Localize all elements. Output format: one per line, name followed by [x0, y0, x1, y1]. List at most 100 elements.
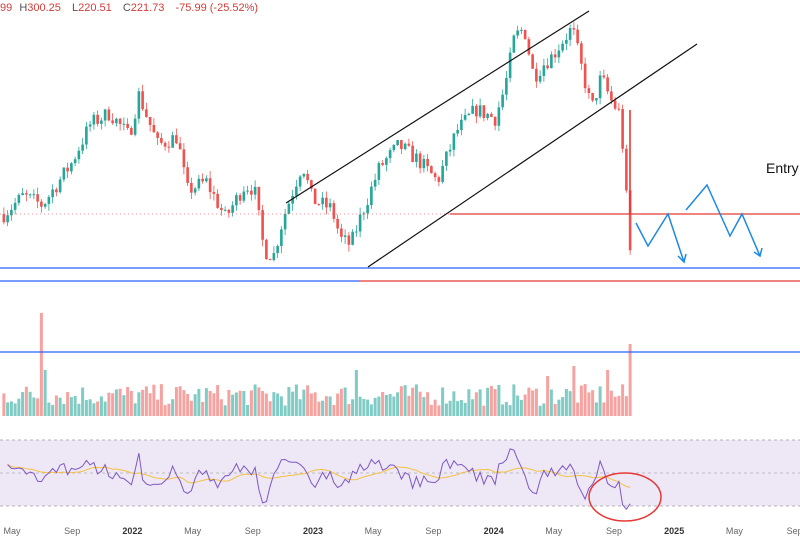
price-candle[interactable] [2, 207, 6, 225]
price-candle[interactable] [272, 246, 276, 262]
price-candle[interactable] [422, 155, 426, 173]
price-candle[interactable] [111, 113, 114, 125]
price-candle[interactable] [276, 244, 279, 258]
price-candle[interactable] [167, 141, 171, 153]
price-candle[interactable] [156, 130, 159, 145]
price-candle[interactable] [257, 186, 261, 216]
price-candle[interactable] [107, 106, 111, 122]
price-candle[interactable] [467, 112, 471, 116]
price-candle[interactable] [580, 40, 583, 70]
price-candle[interactable] [445, 151, 448, 171]
price-candle[interactable] [130, 126, 133, 136]
price-candle[interactable] [317, 203, 321, 206]
price-candle[interactable] [572, 22, 576, 36]
price-candle[interactable] [250, 185, 253, 201]
price-candle[interactable] [32, 189, 36, 199]
rsi-oversold-circle[interactable] [588, 472, 662, 522]
price-candle[interactable] [235, 192, 238, 211]
price-candle[interactable] [205, 175, 208, 183]
price-candle[interactable] [216, 189, 219, 209]
price-candle[interactable] [392, 144, 396, 153]
price-candle[interactable] [606, 74, 609, 95]
price-candle[interactable] [92, 111, 96, 130]
price-candle[interactable] [463, 108, 467, 122]
price-candle[interactable] [137, 87, 141, 124]
price-candle[interactable] [583, 57, 587, 93]
price-candle[interactable] [302, 173, 306, 179]
price-candle[interactable] [351, 229, 354, 246]
price-candle[interactable] [381, 160, 384, 167]
price-candle[interactable] [542, 58, 546, 82]
price-candle[interactable] [505, 70, 508, 101]
price-candle[interactable] [343, 229, 347, 245]
price-candle[interactable] [81, 138, 84, 154]
price-candle[interactable] [223, 206, 227, 212]
price-candle[interactable] [152, 118, 156, 133]
price-candle[interactable] [253, 180, 257, 200]
price-candle[interactable] [208, 171, 212, 200]
price-candle[interactable] [523, 29, 527, 40]
price-candle[interactable] [201, 173, 204, 184]
price-candle[interactable] [287, 200, 291, 215]
price-candle[interactable] [366, 198, 369, 220]
price-candle[interactable] [96, 110, 99, 127]
price-candle[interactable] [587, 84, 591, 99]
price-candle[interactable] [456, 124, 459, 137]
price-candle[interactable] [550, 51, 553, 69]
price-candle[interactable] [512, 34, 516, 54]
price-candle[interactable] [426, 153, 429, 172]
volume-pane[interactable] [0, 313, 800, 416]
price-candle[interactable] [145, 102, 148, 118]
price-pane[interactable] [2, 22, 632, 262]
price-candle[interactable] [21, 188, 24, 196]
price-candle[interactable] [625, 144, 628, 193]
price-candle[interactable] [482, 105, 486, 122]
price-candle[interactable] [310, 179, 313, 192]
price-candle[interactable] [171, 131, 174, 148]
price-candle[interactable] [576, 24, 579, 46]
rsi-line[interactable] [7, 448, 631, 511]
price-candle[interactable] [88, 120, 92, 132]
price-candle[interactable] [238, 193, 242, 205]
price-candle[interactable] [306, 169, 309, 184]
price-candle[interactable] [163, 141, 167, 151]
price-candle[interactable] [617, 103, 621, 112]
price-candle[interactable] [385, 156, 388, 172]
price-candle[interactable] [182, 143, 186, 175]
trading-chart[interactable] [0, 0, 800, 526]
price-candle[interactable] [568, 24, 572, 47]
price-candle[interactable] [418, 151, 422, 174]
price-candle[interactable] [100, 117, 103, 130]
price-candle[interactable] [460, 114, 463, 136]
price-candle[interactable] [557, 44, 561, 64]
price-candle[interactable] [197, 174, 201, 191]
price-candle[interactable] [598, 70, 602, 105]
price-candle[interactable] [40, 199, 43, 213]
price-candle[interactable] [602, 69, 606, 79]
price-candle[interactable] [126, 118, 129, 130]
price-candle[interactable] [396, 140, 399, 146]
price-candle[interactable] [531, 53, 534, 70]
price-candle[interactable] [340, 223, 343, 243]
price-candle[interactable] [122, 117, 126, 131]
price-candle[interactable] [58, 176, 62, 194]
price-candle[interactable] [546, 58, 549, 70]
price-candle[interactable] [400, 139, 403, 155]
price-candle[interactable] [141, 84, 144, 112]
price-candle[interactable] [516, 25, 519, 39]
price-candle[interactable] [486, 112, 489, 121]
price-candle[interactable] [332, 200, 336, 223]
price-candle[interactable] [535, 62, 538, 88]
price-candle[interactable] [118, 117, 122, 131]
price-candle[interactable] [321, 192, 324, 210]
price-candle[interactable] [190, 177, 193, 200]
price-candle[interactable] [28, 193, 32, 199]
price-candle[interactable] [497, 101, 501, 132]
price-candle[interactable] [621, 104, 624, 153]
price-candle[interactable] [553, 48, 557, 63]
price-candle[interactable] [242, 186, 246, 203]
price-candle[interactable] [47, 194, 51, 211]
price-candle[interactable] [103, 108, 107, 127]
ascending-channel[interactable] [285, 10, 698, 268]
price-candle[interactable] [85, 122, 88, 150]
